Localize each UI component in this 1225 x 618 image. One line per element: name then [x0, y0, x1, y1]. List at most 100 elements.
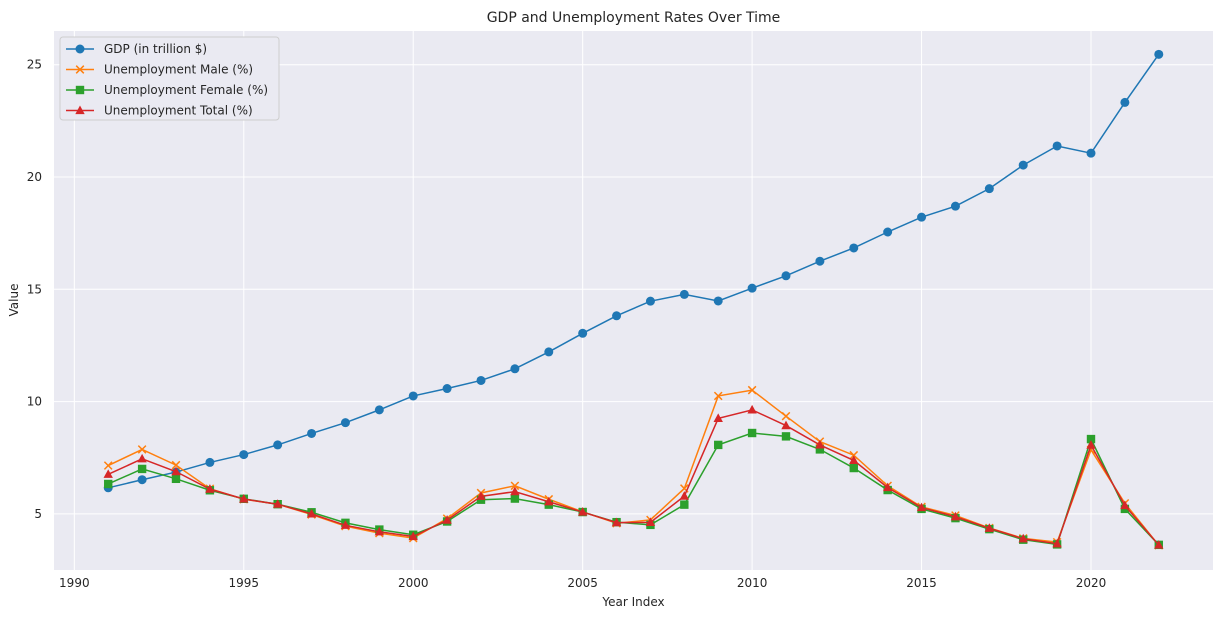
data-point [137, 464, 147, 474]
legend-item: Unemployment Total (%) [66, 104, 253, 118]
series-1 [103, 49, 1164, 493]
data-point [510, 494, 520, 503]
data-point [307, 428, 317, 438]
data-point [849, 455, 859, 465]
y-tick-label: 15 [27, 282, 42, 296]
data-point [714, 440, 723, 450]
data-point [781, 432, 791, 441]
data-point [849, 450, 859, 460]
y-tick-label: 5 [34, 507, 42, 521]
data-point [747, 404, 757, 414]
data-point [171, 474, 181, 484]
data-point [340, 520, 351, 529]
data-point [104, 479, 113, 489]
legend-label: Unemployment Male (%) [104, 63, 253, 77]
data-point [984, 184, 994, 194]
data-point [1120, 97, 1130, 107]
data-point [1120, 500, 1130, 510]
data-point [747, 283, 757, 293]
legend-marker [75, 44, 85, 54]
data-point [781, 420, 791, 430]
data-point [205, 457, 215, 467]
data-point [239, 450, 249, 460]
data-point [272, 499, 283, 508]
y-tick-label: 10 [27, 395, 42, 409]
data-point [747, 385, 757, 395]
data-point [917, 212, 927, 222]
data-point [273, 440, 283, 450]
data-point [442, 384, 452, 394]
data-point [374, 405, 384, 415]
legend: GDP (in trillion $) Unemployment Male (%)… [59, 36, 280, 121]
data-point [815, 445, 825, 454]
x-axis-label: Year Index [601, 595, 664, 609]
data-point [611, 517, 622, 527]
data-point [781, 271, 791, 281]
data-point [883, 227, 893, 237]
legend-items: GDP (in trillion $) Unemployment Male (%)… [66, 42, 268, 118]
legend-marker [75, 65, 85, 74]
data-point [916, 502, 927, 512]
legend-label: Unemployment Female (%) [104, 83, 268, 97]
data-point [510, 364, 520, 374]
data-point [137, 445, 147, 454]
data-point [171, 466, 181, 476]
data-point [476, 491, 486, 500]
data-point [1154, 49, 1164, 59]
grid [54, 31, 1213, 570]
data-point [306, 508, 317, 518]
series-line [107, 409, 1160, 546]
series-layer [103, 49, 1164, 550]
data-point [408, 531, 418, 541]
y-tick-label: 25 [27, 58, 42, 72]
series-line [108, 53, 1160, 489]
data-point [679, 491, 690, 500]
data-point [849, 243, 859, 253]
data-point [340, 418, 350, 428]
data-point [374, 526, 385, 536]
chart-title: GDP and Unemployment Rates Over Time [487, 10, 781, 26]
legend-label: Unemployment Total (%) [104, 104, 253, 118]
x-tick-label: 1990 [59, 576, 90, 590]
legend-box [59, 36, 280, 121]
data-point [984, 523, 995, 532]
legend-item: Unemployment Male (%) [66, 63, 253, 77]
x-tick-label: 2015 [906, 576, 937, 590]
data-point [137, 453, 147, 463]
tick-labels: 1990 1995 2000 2005 2010 2015 2020 5 10 15 20 25 [27, 58, 1107, 590]
legend-marker [75, 105, 85, 115]
data-point [1154, 540, 1164, 549]
data-point [103, 469, 113, 478]
data-point [476, 375, 486, 385]
data-point [950, 511, 961, 521]
data-point [950, 201, 960, 211]
legend-marker [75, 85, 85, 95]
data-point [680, 500, 689, 509]
data-point [679, 289, 689, 299]
data-point [137, 475, 147, 485]
data-point [1052, 141, 1062, 151]
data-point [1018, 533, 1028, 543]
legend-label: GDP (in trillion $) [104, 42, 207, 56]
data-point [713, 391, 723, 401]
data-point [1052, 538, 1062, 548]
data-point [747, 428, 757, 438]
data-point [577, 507, 588, 516]
x-tick-label: 2000 [398, 576, 429, 590]
data-point [239, 494, 249, 503]
data-point [882, 482, 893, 492]
data-point [171, 460, 181, 470]
data-point [1086, 148, 1096, 158]
data-point [1086, 440, 1096, 449]
data-point [578, 328, 588, 338]
x-tick-label: 2010 [737, 576, 768, 590]
data-point [713, 413, 723, 423]
legend-item: Unemployment Female (%) [66, 83, 268, 97]
data-point [510, 486, 520, 496]
data-point [849, 463, 858, 473]
data-point [612, 311, 622, 321]
data-point [544, 496, 554, 506]
data-point [103, 461, 113, 470]
data-point [645, 296, 655, 306]
